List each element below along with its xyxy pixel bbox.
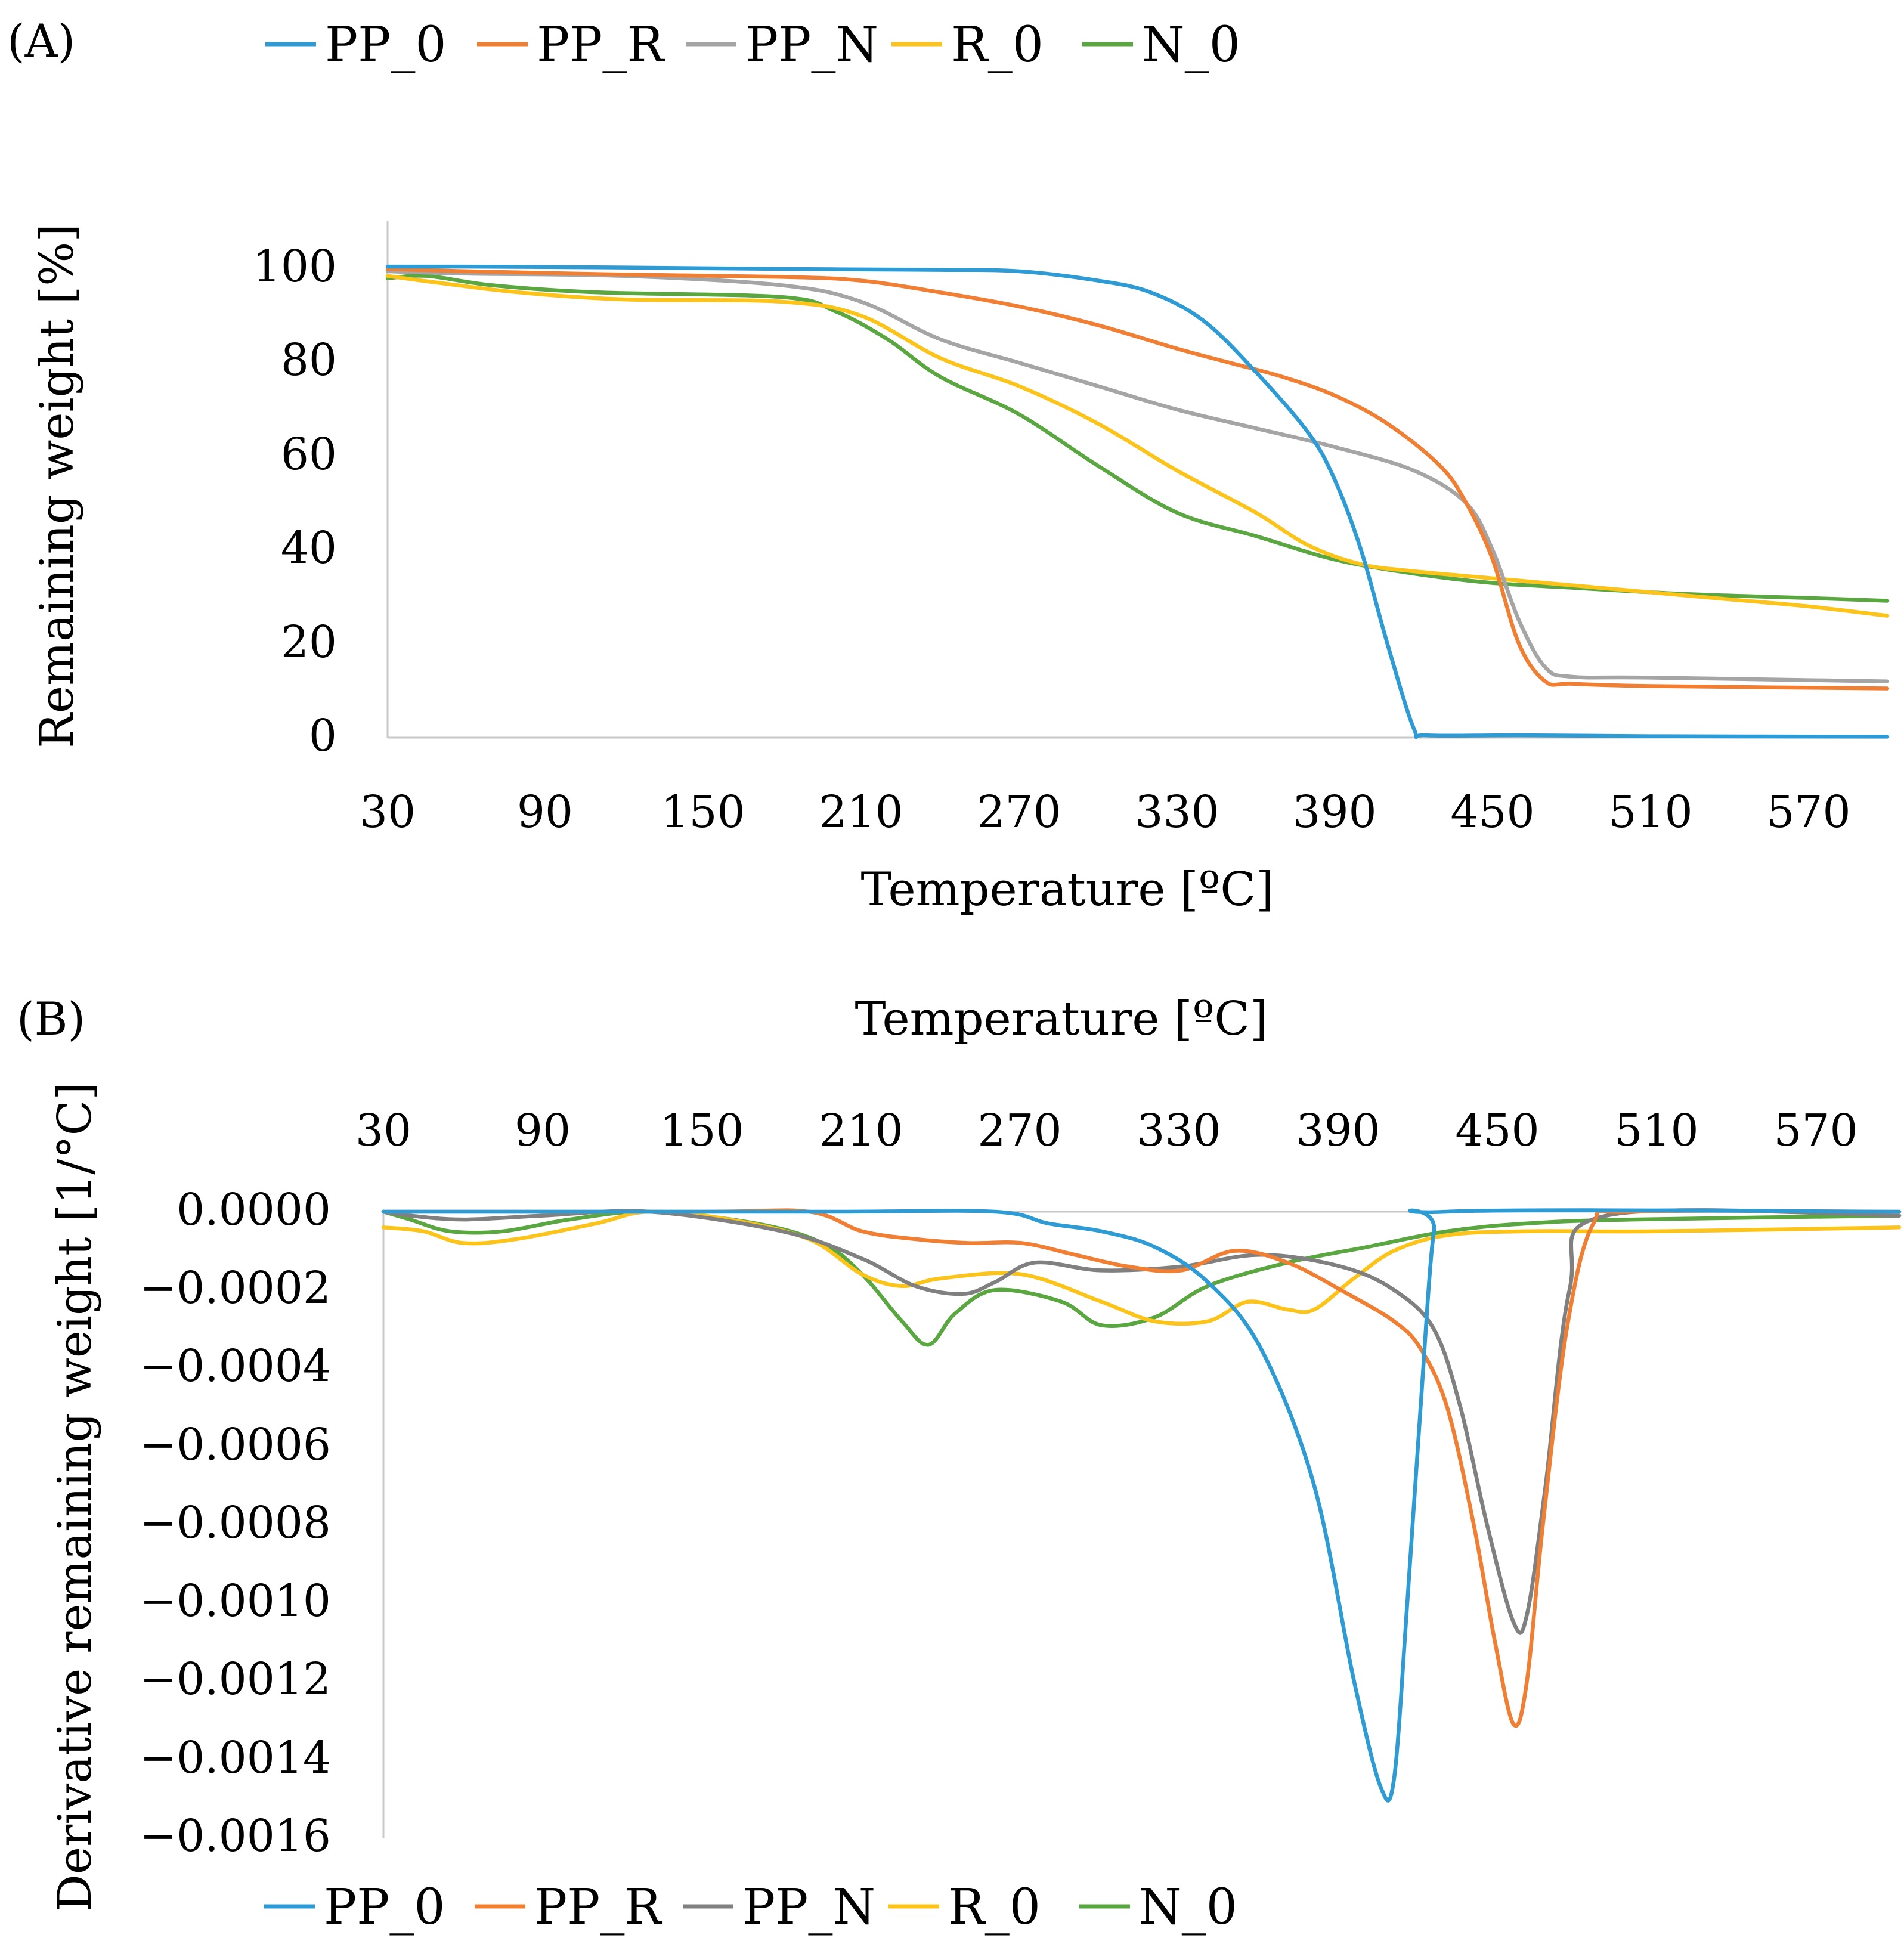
x-tick-label-a: 210 (819, 787, 903, 838)
legend-label-n0-a: N_0 (1142, 17, 1240, 73)
x-tick-label-a: 510 (1608, 787, 1692, 838)
legend-label-n0-b: N_0 (1139, 1879, 1237, 1936)
x-tick-label-b: 30 (355, 1105, 411, 1156)
series-group-a (385, 264, 1890, 739)
x-ticks-b: 30 90 150 210 270 330 390 450 510 570 (355, 1105, 1858, 1156)
y-tick-label-b: −0.0002 (140, 1262, 331, 1314)
y-tick-label-a: 60 (281, 429, 337, 480)
x-tick-label-a: 450 (1450, 787, 1534, 838)
series-line-ppn-b (381, 1208, 1902, 1635)
legend-label-ppr-b: PP_R (534, 1879, 662, 1936)
x-tick-label-a: 330 (1135, 787, 1219, 838)
y-ticks-b: 0.0000 −0.0002 −0.0004 −0.0006 −0.0008 −… (140, 1184, 331, 1862)
legend-b: PP_0 PP_R PP_N R_0 N_0 (264, 1879, 1237, 1936)
chart-panel-b: (B) Temperature [ºC] 30 90 150 210 270 3… (17, 992, 1902, 1936)
legend-label-ppr-a: PP_R (537, 17, 665, 73)
y-tick-label-a: 0 (309, 710, 337, 761)
x-tick-label-a: 150 (661, 787, 745, 838)
chart-panel-a: (A) PP_0 PP_R PP_N R_0 N_0 100 80 60 40 … (7, 14, 1890, 917)
x-tick-label-a: 90 (517, 787, 573, 838)
y-tick-label-a: 40 (281, 522, 337, 574)
y-tick-label-b: −0.0010 (140, 1575, 331, 1627)
x-tick-label-a: 270 (977, 787, 1061, 838)
series-line-r0-b (381, 1209, 1902, 1326)
x-tick-label-b: 210 (819, 1105, 903, 1156)
legend-label-pp0-b: PP_0 (324, 1879, 445, 1936)
y-tick-label-b: −0.0006 (140, 1419, 331, 1471)
x-tick-label-b: 450 (1455, 1105, 1539, 1156)
y-tick-label-b: −0.0008 (140, 1497, 331, 1549)
panel-label-a: (A) (7, 14, 75, 67)
legend-label-r0-a: R_0 (951, 17, 1044, 73)
series-line-pp0-b (381, 1208, 1902, 1803)
series-line-r0-a (385, 274, 1890, 618)
series-line-n0-b (381, 1209, 1902, 1347)
legend-label-pp0-a: PP_0 (325, 17, 447, 73)
y-tick-label-b: −0.0014 (140, 1732, 331, 1784)
x-tick-label-b: 150 (660, 1105, 744, 1156)
legend-a: PP_0 PP_R PP_N R_0 N_0 (265, 17, 1240, 73)
y-ticks-a: 100 80 60 40 20 0 (253, 241, 337, 761)
series-line-pp0-a (385, 264, 1890, 739)
legend-label-r0-b: R_0 (948, 1879, 1041, 1936)
x-tick-label-b: 270 (977, 1105, 1061, 1156)
panel-label-b: (B) (17, 992, 85, 1045)
x-axis-title-b: Temperature [ºC] (855, 992, 1268, 1046)
y-tick-label-b: −0.0016 (140, 1810, 331, 1862)
x-tick-label-a: 570 (1766, 787, 1850, 838)
x-tick-label-a: 390 (1292, 787, 1376, 838)
legend-label-ppn-a: PP_N (745, 17, 878, 73)
y-tick-label-b: −0.0004 (140, 1341, 331, 1392)
y-tick-label-b: −0.0012 (140, 1654, 331, 1705)
x-tick-label-b: 330 (1137, 1105, 1221, 1156)
legend-label-ppn-b: PP_N (742, 1879, 875, 1936)
series-line-ppr-b (381, 1208, 1902, 1728)
series-line-ppr-a (385, 267, 1890, 691)
x-tick-label-b: 510 (1614, 1105, 1698, 1156)
x-axis-title-a: Temperature [ºC] (860, 863, 1274, 917)
series-line-ppn-a (385, 269, 1890, 683)
x-tick-label-b: 390 (1296, 1105, 1380, 1156)
y-tick-label-a: 100 (253, 241, 337, 292)
series-line-n0-a (385, 274, 1890, 603)
y-axis-title-a: Remaining weight [%] (30, 224, 84, 748)
x-tick-label-b: 90 (515, 1105, 571, 1156)
y-axis-title-b: Derivative remaining weight [1/°C] (48, 1082, 102, 1911)
y-tick-label-a: 20 (281, 617, 337, 668)
y-tick-label-b: 0.0000 (177, 1184, 331, 1236)
x-ticks-a: 30 90 150 210 270 330 390 450 510 570 (360, 787, 1851, 838)
y-tick-label-a: 80 (281, 335, 337, 386)
series-group-b (381, 1208, 1902, 1803)
x-tick-label-a: 30 (360, 787, 416, 838)
x-tick-label-b: 570 (1773, 1105, 1857, 1156)
